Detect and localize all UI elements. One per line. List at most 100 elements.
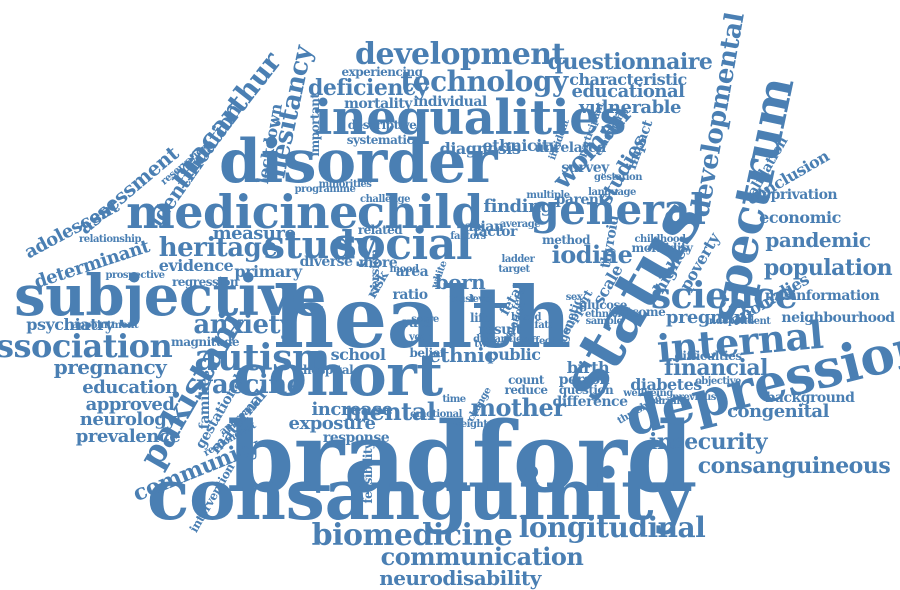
word-consanguinity: consanguinity xyxy=(146,453,694,536)
word-life: life xyxy=(470,311,490,325)
word-mood: mood xyxy=(389,264,419,275)
word-economic: economic xyxy=(759,208,841,227)
word-response: response xyxy=(322,430,390,446)
word-twins: twins xyxy=(474,339,502,350)
word-pregnancy: pregnancy xyxy=(53,355,167,379)
word-born: born xyxy=(434,270,486,294)
word-development: development xyxy=(355,37,565,72)
word-person: person xyxy=(558,372,610,388)
word-psychiatry: psychiatry xyxy=(26,315,114,334)
word-appointment: appointment xyxy=(71,320,139,331)
word-belief: belief xyxy=(409,346,445,360)
word-heritage: heritage xyxy=(158,233,278,263)
word-financial: financial xyxy=(664,355,768,381)
word-feasibility: feasibility xyxy=(361,442,375,504)
word-outcome: outcome xyxy=(610,305,666,319)
word-difference: difference xyxy=(552,394,628,410)
word-experiencing: experiencing xyxy=(341,65,423,79)
word-anxiety: anxiety xyxy=(193,310,295,340)
word-population: population xyxy=(763,255,893,281)
word-neurology: neurology xyxy=(79,409,177,430)
word-inequalities: inequalities xyxy=(314,90,626,146)
word-systematic: systematic xyxy=(346,133,414,147)
word-iodine: iodine xyxy=(551,240,633,269)
word-finding: finding xyxy=(483,196,553,217)
word-rate: rate xyxy=(402,315,432,331)
word-social: social xyxy=(332,219,472,270)
word-health: health xyxy=(273,268,571,367)
word-ladder: ladder xyxy=(501,254,535,265)
word-difficulties: difficulties xyxy=(674,349,742,363)
word-birth: birth xyxy=(566,358,610,377)
word-study: study xyxy=(263,222,377,267)
word-learning: learning xyxy=(646,396,690,407)
word-mother: mother xyxy=(470,393,566,422)
word-hospital: hospital xyxy=(302,363,354,377)
word-families: families xyxy=(197,370,213,430)
word-communication: communication xyxy=(380,542,584,571)
word-glucose: glucose xyxy=(579,298,627,312)
word-subjective: subjective xyxy=(14,263,326,329)
word-congenital: congenital xyxy=(727,401,829,422)
word-deficiency: deficiency xyxy=(307,75,429,101)
word-questionnaire: questionnaire xyxy=(547,49,713,75)
word-cohort: cohort xyxy=(233,341,443,409)
word-medicine: medicine xyxy=(126,185,358,239)
word-relationship: relationship xyxy=(79,234,141,245)
word-average: average xyxy=(499,219,541,230)
word-mortality: mortality xyxy=(344,96,412,112)
word-diverse: diverse xyxy=(299,254,353,270)
word-morbidity: morbidity xyxy=(631,241,693,255)
word-vaccine: vaccine xyxy=(197,370,303,400)
word-version: version xyxy=(368,249,382,295)
word-parent: parent xyxy=(555,192,605,208)
word-general: general xyxy=(530,185,706,234)
word-fatal: fatal xyxy=(534,320,558,331)
word-vulnerable: vulnerable xyxy=(579,97,681,118)
word-neurodisability: neurodisability xyxy=(379,566,541,590)
word-education: education xyxy=(82,377,178,398)
word-disorder: disorder xyxy=(219,127,497,197)
word-misinformation: misinformation xyxy=(764,288,880,304)
word-more: more xyxy=(358,255,398,271)
word-challenge: challenge xyxy=(360,194,410,205)
word-increase: increase xyxy=(311,399,393,420)
word-effect: effect xyxy=(525,336,555,347)
word-based: based xyxy=(511,312,541,323)
word-survey: survey xyxy=(561,160,609,176)
word-question: question xyxy=(558,383,614,397)
word-area: area xyxy=(395,264,429,280)
word-count: count xyxy=(508,373,544,387)
word-exposure: exposure xyxy=(288,413,376,434)
word-prevalence: prevalence xyxy=(75,426,181,447)
word-sex: sex xyxy=(565,292,583,303)
word-descriptive: descriptive xyxy=(347,118,417,132)
word-ethnicity: ethnicity xyxy=(482,136,558,155)
word-background: background xyxy=(765,390,855,406)
word-mental: mental xyxy=(344,397,436,426)
word-bradford: bradford xyxy=(226,401,694,514)
word-characteristic: characteristic xyxy=(569,70,687,89)
word-association: association xyxy=(0,327,173,365)
word-science: science xyxy=(650,275,798,317)
word-approved: approved xyxy=(85,394,175,415)
word-multiple: multiple xyxy=(526,190,570,201)
word-ratio: ratio xyxy=(392,287,428,303)
word-result: result xyxy=(478,322,522,338)
word-magnitude: magnitude xyxy=(171,335,239,349)
word-disparities: disparities xyxy=(473,334,527,345)
word-target: target xyxy=(498,264,530,275)
word-individual: individual xyxy=(413,94,487,110)
word-child: child xyxy=(356,185,484,239)
word-childhood: childhood xyxy=(634,234,686,245)
word-important: important xyxy=(308,93,322,157)
word-language: language xyxy=(588,187,636,198)
word-score: score xyxy=(411,314,439,325)
word-time: time xyxy=(442,394,466,405)
word-prospective: prospective xyxy=(105,270,165,281)
word-diabetes: diabetes xyxy=(630,375,702,394)
word-insecurity: insecurity xyxy=(648,429,768,455)
word-unrelated: unrelated xyxy=(534,140,606,156)
word-pandemic: pandemic xyxy=(765,228,871,252)
